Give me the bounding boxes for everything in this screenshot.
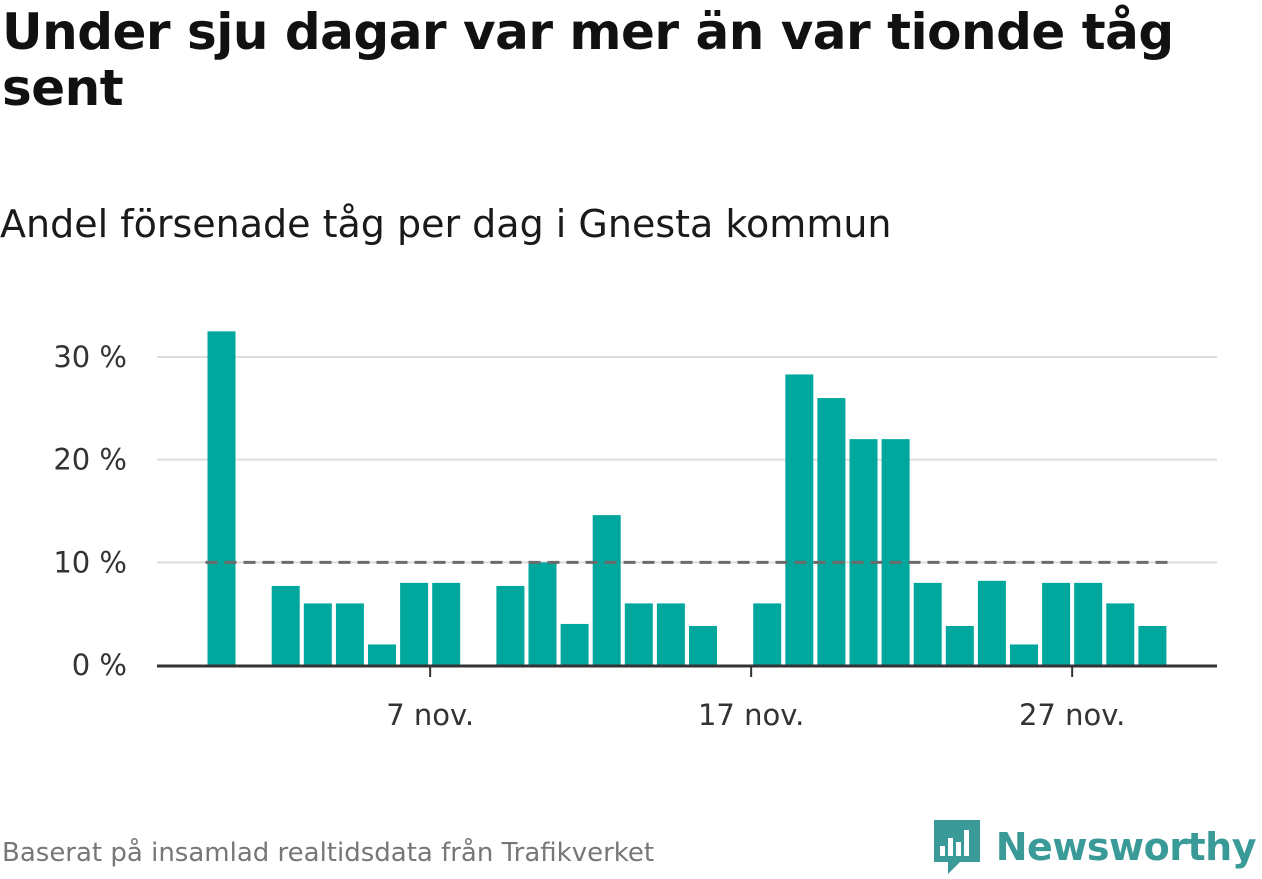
- bar: [400, 582, 429, 665]
- bar: [656, 603, 685, 665]
- bar: [753, 603, 782, 665]
- bar: [817, 398, 846, 665]
- bar: [913, 582, 942, 665]
- chart-subtitle: Andel försenade tåg per dag i Gnesta kom…: [0, 202, 892, 246]
- bar: [271, 585, 300, 665]
- y-tick-label: 30 %: [53, 340, 127, 374]
- bar: [303, 603, 332, 665]
- bar-chart-speech-bubble-icon: [933, 820, 980, 874]
- bar-chart: 0 % 10 % 20 % 30 % 7 nov. 17 nov. 27 nov.: [53, 331, 1217, 732]
- bar-series: [207, 331, 1167, 665]
- bar: [977, 580, 1006, 665]
- bar: [528, 562, 557, 665]
- x-tick-label: 7 nov.: [386, 698, 474, 732]
- bar: [496, 585, 525, 665]
- x-tick-label: 17 nov.: [698, 698, 804, 732]
- newsworthy-brand[interactable]: Newsworthy: [932, 818, 1257, 876]
- bar: [432, 582, 461, 665]
- bar: [785, 374, 814, 665]
- bar: [592, 515, 621, 665]
- source-note: Baserat på insamlad realtidsdata från Tr…: [2, 838, 655, 868]
- bar: [560, 623, 589, 665]
- bar: [1042, 582, 1071, 665]
- bar: [1138, 625, 1167, 665]
- bar: [368, 644, 396, 665]
- brand-name: Newsworthy: [995, 825, 1257, 869]
- bar: [624, 603, 653, 665]
- bar: [849, 439, 878, 665]
- bar: [945, 625, 974, 665]
- bar: [1106, 603, 1135, 665]
- y-axis-labels: 0 % 10 % 20 % 30 %: [53, 340, 127, 682]
- y-tick-label: 0 %: [72, 648, 127, 682]
- x-tick-label: 27 nov.: [1019, 698, 1125, 732]
- bar: [881, 439, 910, 665]
- bar: [207, 331, 236, 665]
- bar: [335, 603, 364, 665]
- bar: [689, 625, 717, 665]
- y-tick-label: 10 %: [53, 545, 127, 579]
- y-tick-label: 20 %: [53, 443, 127, 477]
- bar: [1010, 644, 1038, 665]
- gridlines: [157, 356, 1217, 564]
- bar: [1074, 582, 1103, 665]
- x-axis: [157, 664, 1217, 677]
- x-axis-labels: 7 nov. 17 nov. 27 nov.: [386, 698, 1125, 732]
- chart-title: Under sju dagar var mer än var tionde tå…: [2, 3, 1174, 117]
